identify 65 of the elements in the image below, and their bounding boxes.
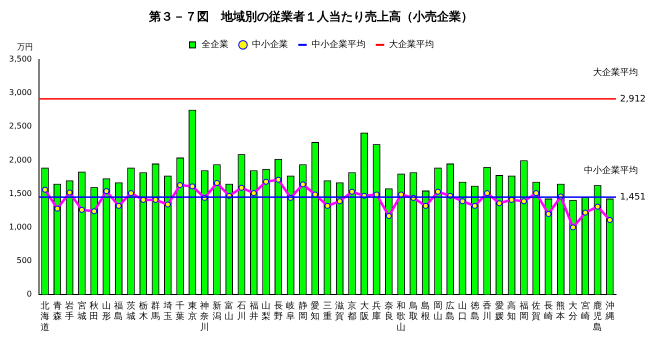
x-tick-label: 埼玉 — [162, 300, 172, 322]
x-tick-label: 大阪 — [360, 300, 369, 322]
y-tick-label: 3,000 — [8, 88, 32, 98]
text: 中小企業平均 — [584, 166, 638, 176]
x-tick-label: 香川 — [482, 300, 492, 322]
y-tick-label: 1,500 — [8, 188, 32, 198]
x-tick-label: 滋賀 — [335, 300, 344, 322]
x-tick-label: 熊本 — [556, 300, 566, 322]
x-tick-label: 山口 — [458, 300, 468, 322]
x-tick-label: 福岡 — [519, 300, 528, 322]
text: 大企業平均 — [593, 68, 638, 78]
x-tick-label: 北海道 — [40, 300, 50, 333]
x-tick-label: 群馬 — [150, 300, 160, 322]
x-tick-label: 茨城 — [125, 300, 136, 322]
x-tick-label: 鹿児島 — [593, 300, 602, 333]
y-tick-label: 0 — [26, 290, 32, 299]
x-tick-label: 山梨 — [262, 300, 271, 322]
x-tick-label: 富山 — [224, 300, 234, 322]
x-tick-label: 新潟 — [212, 300, 222, 322]
x-tick-label: 長崎 — [544, 300, 553, 322]
text: 2,912 — [620, 94, 646, 104]
x-tick-label: 大分 — [568, 300, 578, 322]
x-tick-label: 奈良 — [384, 300, 394, 322]
x-tick-label: 秋田 — [90, 300, 99, 322]
x-tick-label: 京都 — [348, 300, 357, 322]
x-tick-label: 福島 — [114, 300, 124, 322]
x-tick-label: 沖縄 — [604, 300, 614, 322]
y-tick-label: 500 — [16, 256, 32, 266]
x-tick-label: 山形 — [102, 300, 111, 322]
x-tick-label: 徳島 — [470, 300, 480, 322]
x-tick-label: 福井 — [249, 300, 258, 322]
y-tick-label: 2,000 — [8, 155, 32, 164]
x-tick-label: 島根 — [421, 300, 430, 322]
x-tick-label: 宮城 — [76, 300, 86, 322]
x-tick-label: 岐阜 — [286, 300, 296, 322]
chart-title: 第３－７図 地域別の従業者１人当たり売上高（小売企業） — [148, 9, 473, 24]
x-tick-label: 東京 — [188, 300, 197, 322]
x-tick-label: 石川 — [237, 301, 246, 322]
x-tick-label: 三重 — [322, 301, 332, 322]
x-tick-label: 愛媛 — [494, 300, 504, 322]
x-tick-label: 青森 — [52, 300, 62, 322]
legend-label: 大企業平均 — [389, 39, 434, 50]
x-tick-label: 長野 — [274, 300, 283, 322]
legend-label: 中小企業平均 — [312, 39, 366, 50]
legend-label: 中小企業 — [252, 39, 288, 50]
y-axis-title: 万円 — [16, 42, 33, 52]
x-tick-label: 高知 — [507, 300, 516, 322]
x-tick-label: 兵庫 — [372, 300, 382, 322]
x-tick-label: 和歌山 — [396, 300, 406, 333]
legend-label: 全企業 — [202, 39, 228, 50]
x-tick-label: 鳥取 — [408, 300, 418, 322]
x-tick-label: 佐賀 — [532, 300, 541, 322]
x-tick-label: 千葉 — [176, 300, 185, 322]
x-tick-label: 岡山 — [433, 301, 442, 322]
text: 1,451 — [620, 192, 646, 202]
x-tick-label: 広島 — [446, 300, 455, 322]
y-tick-label: 1,000 — [8, 222, 32, 232]
x-tick-label: 神奈川 — [200, 300, 210, 333]
x-tick-label: 静岡 — [298, 300, 308, 322]
y-tick-label: 3,500 — [8, 54, 32, 64]
y-tick-label: 2,500 — [8, 122, 32, 131]
x-tick-label: 宮崎 — [580, 300, 590, 322]
x-tick-label: 愛知 — [310, 300, 320, 322]
x-tick-label: 岩手 — [65, 300, 74, 322]
x-tick-label: 栃木 — [138, 300, 148, 322]
